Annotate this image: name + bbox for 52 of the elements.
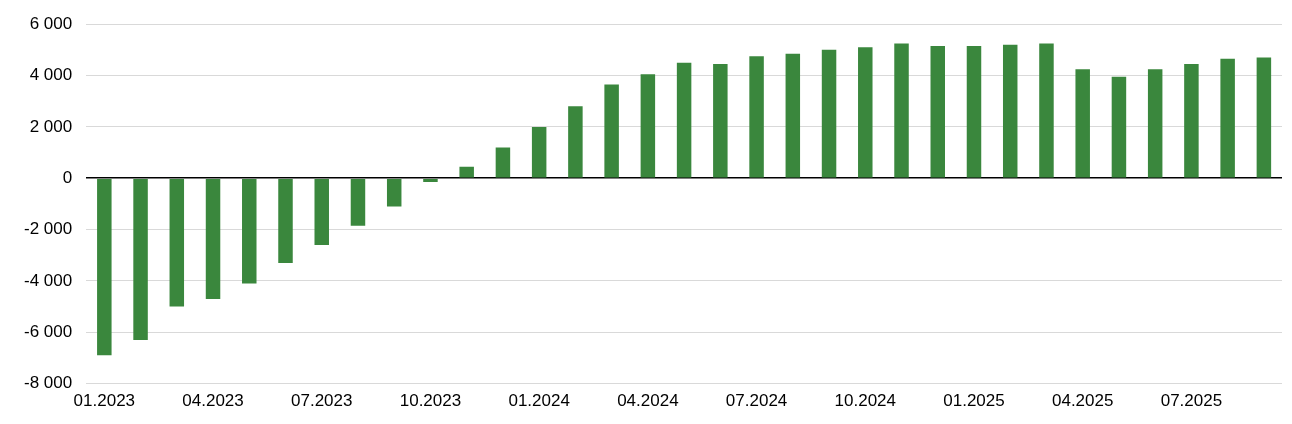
- bar: [133, 178, 148, 340]
- x-tick-label: 04.2025: [1051, 391, 1114, 411]
- bar: [1256, 57, 1272, 178]
- bar: [1075, 69, 1090, 178]
- bar: [1184, 63, 1199, 178]
- bar: [676, 62, 692, 178]
- y-tick-label: 2 000: [29, 116, 73, 136]
- x-tick-label: 04.2023: [182, 391, 244, 411]
- bar: [821, 49, 837, 178]
- bar: [1220, 58, 1235, 178]
- y-tick-label: 6 000: [29, 13, 73, 33]
- y-tick-label: -2 000: [24, 219, 73, 239]
- bar: [386, 178, 402, 207]
- bar: [423, 178, 438, 183]
- bar: [350, 178, 366, 226]
- y-tick-label: 4 000: [29, 65, 73, 85]
- x-tick-label: 07.2024: [725, 391, 788, 411]
- bar: [1111, 76, 1127, 178]
- bar: [1002, 44, 1018, 178]
- bar: [314, 178, 329, 245]
- y-tick-label: -8 000: [24, 373, 73, 393]
- x-tick-label: 01.2024: [508, 391, 570, 411]
- bar: [1147, 69, 1163, 178]
- x-tick-label: 04.2024: [617, 391, 679, 411]
- bar: [858, 47, 873, 178]
- bar: [205, 178, 221, 299]
- y-tick-label: -4 000: [24, 270, 73, 290]
- x-tick-label: 01.2023: [73, 391, 136, 411]
- bar: [568, 106, 583, 178]
- x-tick-label: 07.2023: [291, 391, 353, 411]
- bar: [713, 63, 728, 178]
- y-tick-label: 0: [62, 167, 73, 187]
- bar: [930, 46, 945, 178]
- bar: [242, 178, 257, 284]
- x-tick-label: 10.2023: [399, 391, 462, 411]
- bar: [169, 178, 185, 307]
- x-tick-label: 01.2025: [943, 391, 1005, 411]
- bar: [495, 147, 511, 178]
- bar: [97, 178, 112, 356]
- x-tick-label: 07.2025: [1160, 391, 1223, 411]
- bar: [531, 126, 547, 178]
- bar: [459, 166, 474, 178]
- bar: [604, 84, 619, 178]
- x-tick-label: 10.2024: [834, 391, 897, 411]
- bar: [894, 43, 909, 178]
- bar: [785, 53, 801, 178]
- bar: [749, 56, 764, 178]
- bar: [640, 74, 656, 178]
- y-tick-label: -6 000: [24, 321, 73, 341]
- bar: [966, 46, 982, 178]
- bar: [1039, 43, 1054, 178]
- bar: [278, 178, 293, 263]
